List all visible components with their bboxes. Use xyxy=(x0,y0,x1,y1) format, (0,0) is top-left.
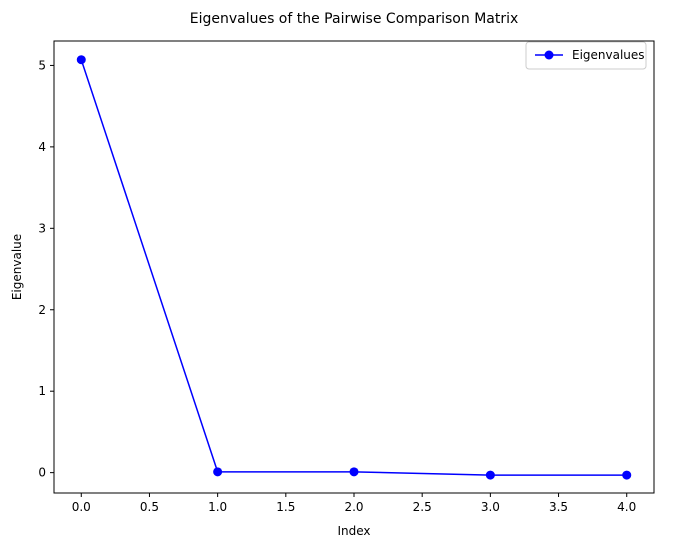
y-axis-label: Eigenvalue xyxy=(10,234,24,300)
x-tick-label: 2.5 xyxy=(413,500,432,514)
legend-marker-swatch xyxy=(544,50,554,60)
y-tick-label: 5 xyxy=(38,58,46,72)
legend: Eigenvalues xyxy=(525,41,647,70)
y-axis: 0 1 2 3 4 5 xyxy=(38,58,54,480)
data-point xyxy=(76,55,86,65)
data-point xyxy=(349,467,359,477)
y-tick-label: 2 xyxy=(38,303,46,317)
x-axis: 0.0 0.5 1.0 1.5 2.0 2.5 3.0 3.5 4.0 xyxy=(72,493,636,514)
x-tick-label: 3.0 xyxy=(481,500,500,514)
data-point xyxy=(485,470,495,480)
y-tick-label: 0 xyxy=(38,466,46,480)
chart-title: Eigenvalues of the Pairwise Comparison M… xyxy=(190,11,519,27)
x-tick-label: 0.5 xyxy=(140,500,159,514)
x-tick-label: 0.0 xyxy=(72,500,91,514)
legend-box xyxy=(525,41,647,70)
x-tick-label: 2.0 xyxy=(344,500,363,514)
x-tick-label: 1.0 xyxy=(208,500,227,514)
x-tick-label: 3.5 xyxy=(549,500,568,514)
y-tick-label: 4 xyxy=(38,140,46,154)
data-point xyxy=(622,470,632,480)
series-layer xyxy=(76,55,632,480)
plot-area xyxy=(53,40,655,494)
legend-label: Eigenvalues xyxy=(572,48,645,62)
x-tick-label: 4.0 xyxy=(617,500,636,514)
data-point xyxy=(213,467,223,477)
y-tick-label: 1 xyxy=(38,384,46,398)
y-tick-label: 3 xyxy=(38,221,46,235)
x-axis-label: Index xyxy=(337,524,370,538)
x-tick-label: 1.5 xyxy=(276,500,295,514)
